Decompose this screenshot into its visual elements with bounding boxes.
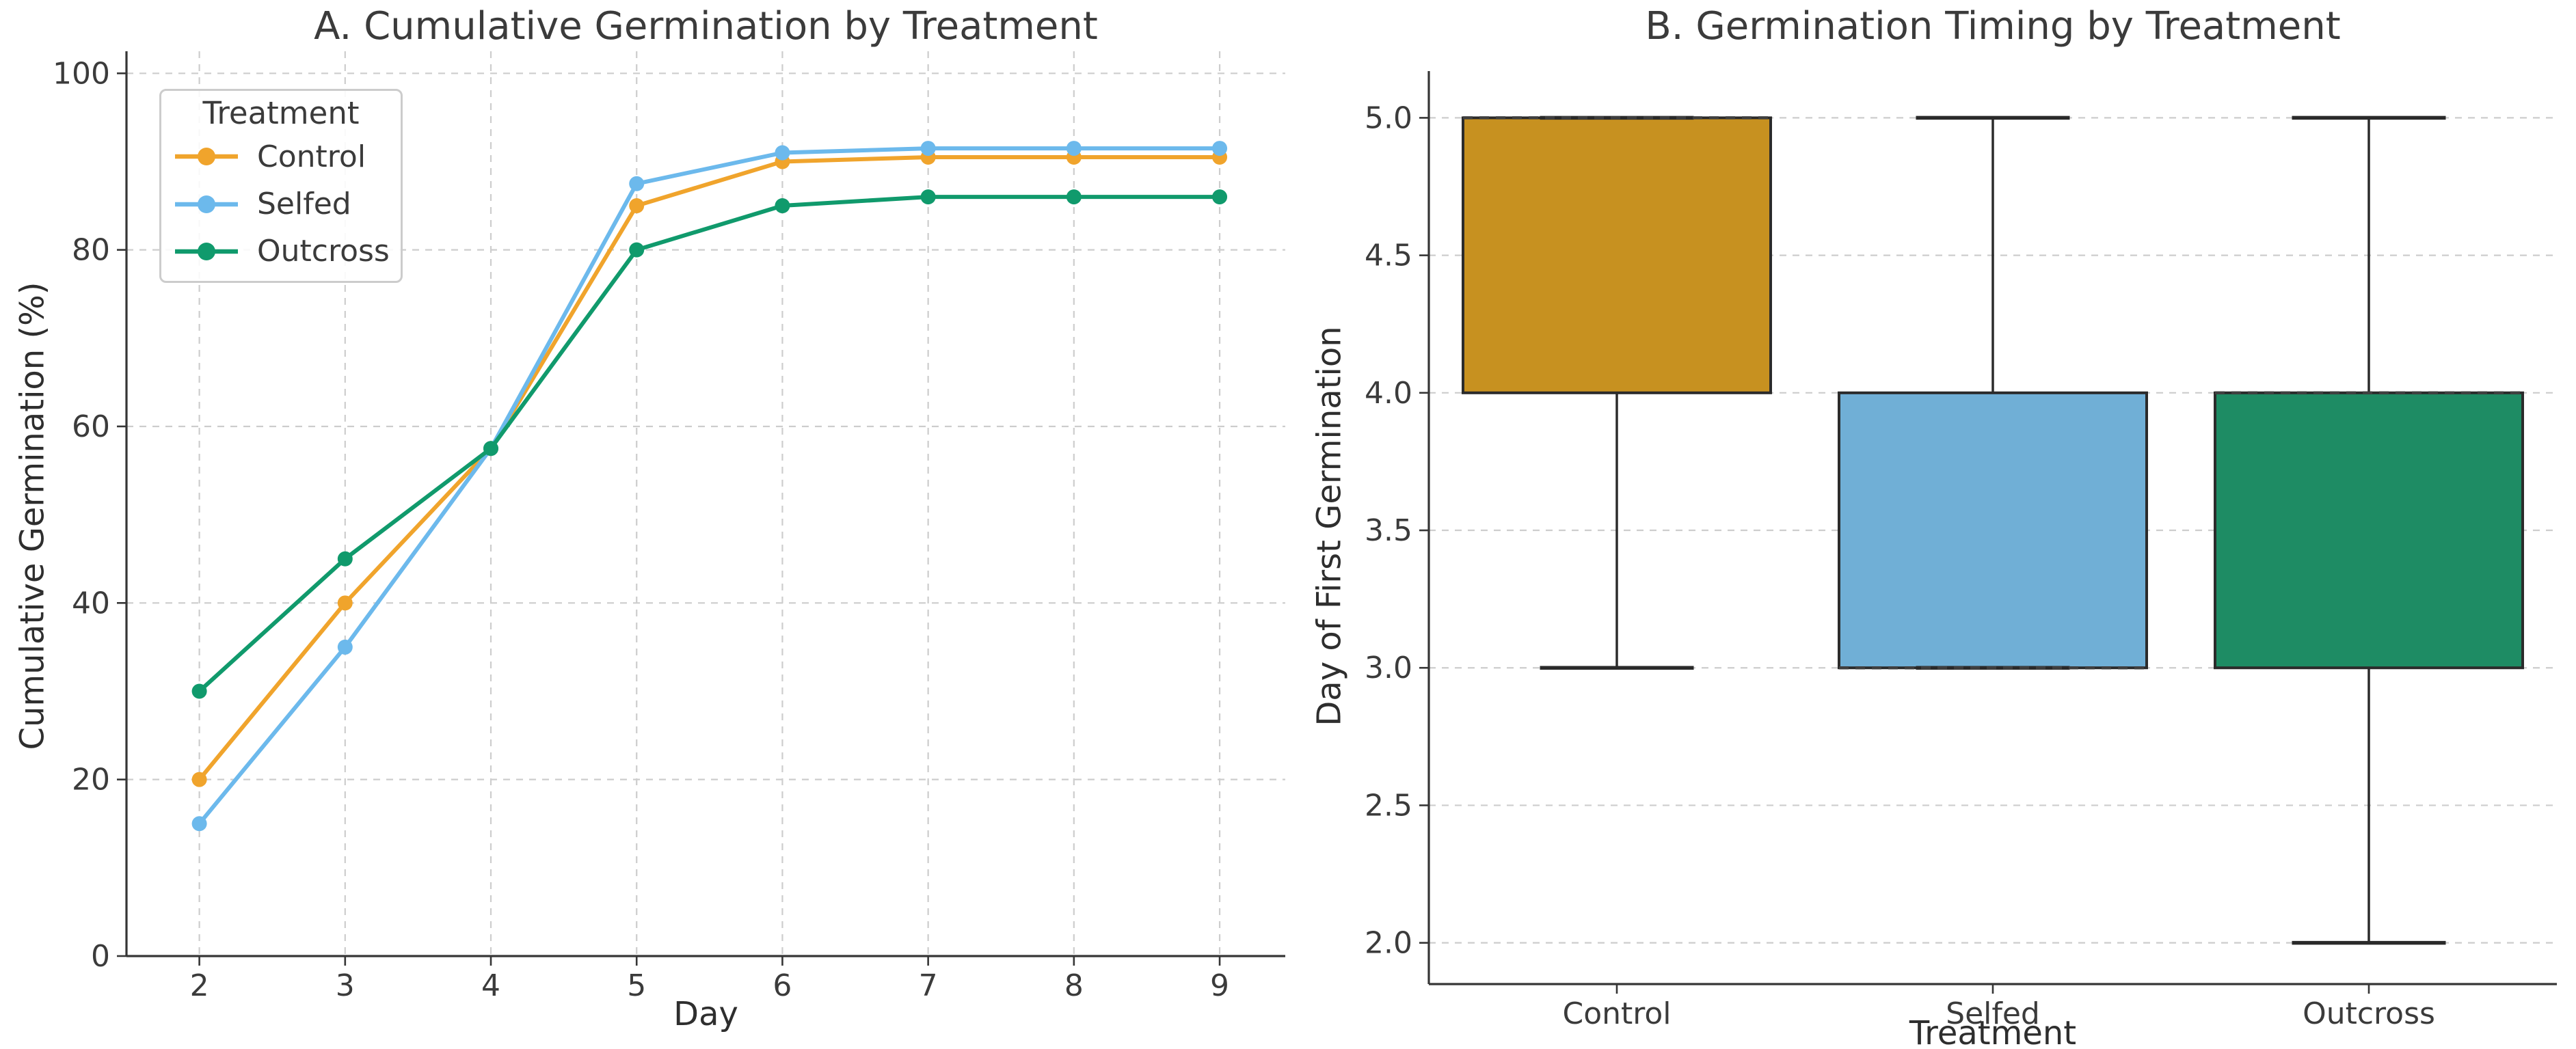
y-tick-label: 20 xyxy=(72,763,110,798)
series-marker-selfed xyxy=(337,639,353,655)
x-category-label: Selfed xyxy=(1946,996,2040,1031)
y-tick-label: 3.0 xyxy=(1365,651,1412,685)
series-marker-control xyxy=(629,198,645,214)
panel-a-yaxis-label: Cumulative Germination (%) xyxy=(13,282,52,750)
legend-item-label: Selfed xyxy=(257,187,351,221)
y-tick-label: 0 xyxy=(91,939,110,974)
x-category-label: Control xyxy=(1562,996,1671,1031)
y-tick-label: 60 xyxy=(72,409,110,444)
panel-b-xaxis-label: Treatment xyxy=(1909,1014,2077,1049)
legend-marker-icon xyxy=(175,148,238,166)
series-marker-selfed xyxy=(191,816,207,832)
y-tick-label: 4.5 xyxy=(1365,239,1412,273)
series-marker-control xyxy=(191,772,207,787)
box-outcross xyxy=(2214,391,2524,670)
x-tick-label: 9 xyxy=(1210,968,1229,1003)
series-line-control xyxy=(197,155,1222,782)
x-tick-label: 5 xyxy=(627,968,646,1003)
box-selfed xyxy=(1838,391,2148,670)
panel-a-title: A. Cumulative Germination by Treatment xyxy=(314,4,1098,49)
series-marker-outcross xyxy=(337,551,353,567)
series-marker-control xyxy=(337,595,353,611)
series-marker-outcross xyxy=(775,198,790,214)
panel-b-title: B. Germination Timing by Treatment xyxy=(1645,4,2341,49)
y-tick-label: 2.5 xyxy=(1365,788,1412,823)
x-tick-label: 6 xyxy=(773,968,792,1003)
series-marker-selfed xyxy=(1212,141,1228,156)
legend-marker-icon xyxy=(175,195,238,213)
series-marker-outcross xyxy=(191,683,207,699)
y-tick-label: 5.0 xyxy=(1365,100,1412,135)
legend-item-label: Outcross xyxy=(257,234,390,269)
legend-item-label: Control xyxy=(257,139,366,174)
panel-a-xaxis-label: Day xyxy=(673,995,738,1033)
box-control xyxy=(1462,116,1772,394)
y-tick-label: 100 xyxy=(53,56,110,91)
x-tick-label: 2 xyxy=(190,968,209,1003)
y-tick-label: 80 xyxy=(72,233,110,268)
series-marker-outcross xyxy=(483,441,499,457)
series-line-selfed xyxy=(197,146,1222,826)
legend-marker-icon xyxy=(175,242,238,260)
series-marker-selfed xyxy=(629,176,645,191)
legend-item-control: Control xyxy=(161,135,401,178)
series-line-outcross xyxy=(197,195,1222,694)
y-tick-label: 2.0 xyxy=(1365,926,1412,961)
legend-title: Treatment xyxy=(202,95,360,131)
series-marker-outcross xyxy=(1212,189,1228,205)
series-marker-selfed xyxy=(920,141,936,156)
x-tick-label: 8 xyxy=(1064,968,1084,1003)
panel-b-yaxis-label: Day of First Germination xyxy=(1310,326,1349,726)
legend: Treatment Control Selfed Outcross xyxy=(159,89,403,283)
legend-item-selfed: Selfed xyxy=(161,182,401,226)
y-tick-label: 3.5 xyxy=(1365,513,1412,548)
series-marker-selfed xyxy=(1066,141,1082,156)
legend-item-outcross: Outcross xyxy=(161,230,401,273)
x-tick-label: 4 xyxy=(481,968,500,1003)
x-category-label: Outcross xyxy=(2303,996,2435,1031)
series-marker-outcross xyxy=(629,242,645,258)
x-tick-label: 7 xyxy=(919,968,938,1003)
y-tick-label: 4.0 xyxy=(1365,376,1412,411)
series-marker-outcross xyxy=(1066,189,1082,205)
series-marker-outcross xyxy=(920,189,936,205)
y-tick-label: 40 xyxy=(72,586,110,621)
legend-rows: Control Selfed Outcross xyxy=(161,131,401,277)
series-marker-selfed xyxy=(775,145,790,161)
x-tick-label: 3 xyxy=(336,968,355,1003)
